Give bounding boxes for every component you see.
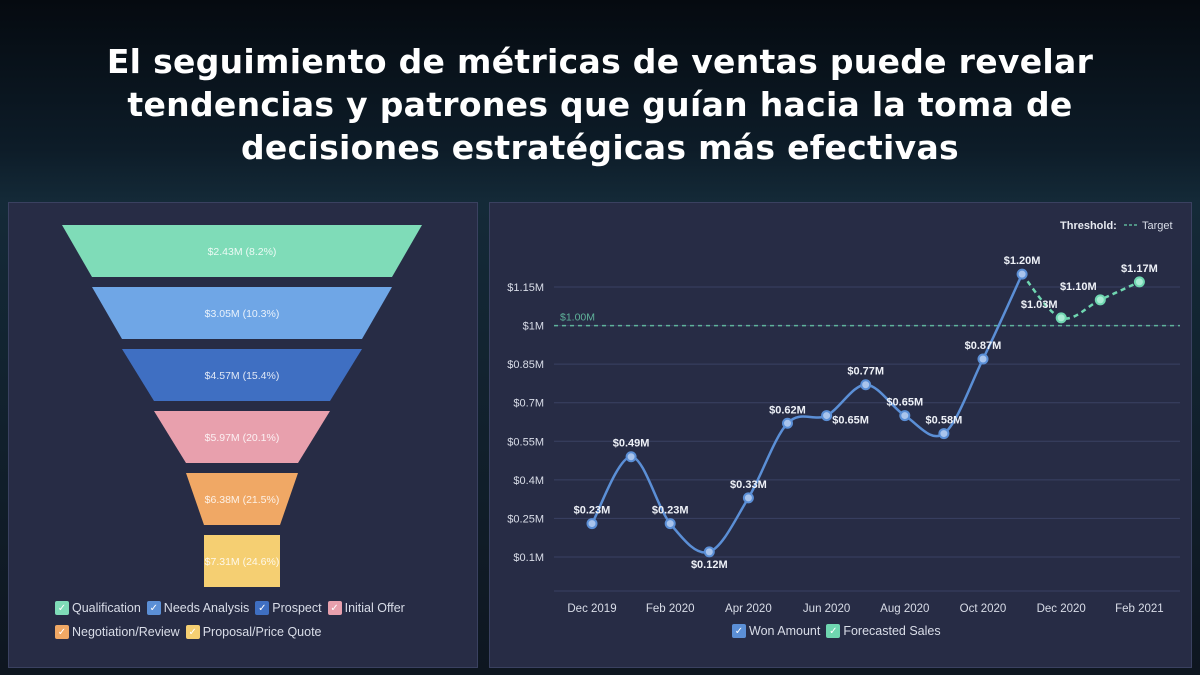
funnel-segment [92, 287, 392, 339]
data-label: $0.33M [730, 479, 767, 491]
y-tick-label: $0.1M [513, 552, 544, 564]
data-label: $1.17M [1121, 263, 1158, 275]
legend-item-prospect[interactable]: ✓ Prospect [255, 601, 322, 615]
threshold-label: $1.00M [560, 312, 595, 324]
legend-label: Negotiation/Review [72, 625, 180, 639]
y-tick-label: $0.85M [507, 359, 544, 371]
x-tick-label: Apr 2020 [725, 603, 772, 615]
check-icon: ✓ [185, 625, 200, 639]
forecast-point [1094, 294, 1106, 306]
forecast-point [1133, 276, 1145, 288]
won-amount-point [625, 451, 637, 463]
check-icon: ✓ [255, 601, 270, 615]
won-amount-point [899, 410, 911, 422]
data-label: $0.49M [613, 438, 650, 450]
line-chart: $0.1M $0.25M $0.4M $0.55M $0.7M $0.85M $1M $1.1… [507, 220, 1180, 615]
y-tick-label: $1.15M [507, 282, 544, 294]
check-icon: ✓ [327, 601, 342, 615]
legend-item-proposal[interactable]: ✓ Proposal/Price Quote [185, 625, 322, 639]
legend-label: Initial Offer [344, 601, 405, 615]
won-amount-line [590, 273, 1024, 554]
legend-label: Proposal/Price Quote [202, 625, 322, 639]
headline-text: El seguimiento de métricas de ventas pue… [106, 42, 1094, 167]
won-amount-point [1016, 268, 1028, 280]
legend-label: Prospect [272, 601, 322, 615]
funnel-segment-label: $4.57M (15.4%) [205, 370, 280, 382]
legend-label: Needs Analysis [163, 601, 250, 615]
y-tick-label: $0.4M [513, 475, 544, 487]
data-label: $0.77M [847, 366, 884, 378]
won-amount-point [977, 353, 989, 365]
won-amount-point [938, 428, 950, 440]
won-amount-point [664, 518, 676, 530]
legend-item-initial-offer[interactable]: ✓ Initial Offer [327, 601, 405, 615]
won-amount-point [821, 410, 833, 422]
line-legend: ✓ Won Amount ✓ Forecasted Sales [732, 624, 941, 638]
check-icon: ✓ [732, 624, 746, 638]
funnel-segment [62, 225, 422, 277]
forecast-point [1055, 312, 1067, 324]
data-label: $0.23M [652, 505, 689, 517]
legend-item-negotiation[interactable]: ✓ Negotiation/Review [55, 625, 180, 639]
funnel-segment-label: $5.97M (20.1%) [205, 432, 280, 444]
check-icon: ✓ [55, 601, 69, 615]
forecast-line [1021, 273, 1140, 320]
x-tick-label: Feb 2021 [1115, 603, 1164, 615]
y-tick-label: $0.55M [507, 436, 544, 448]
funnel-panel: $2.43M (8.2%) $3.05M (10.3%) $4.57M (15.4%… [8, 202, 478, 668]
legend-item-needs-analysis[interactable]: ✓ Needs Analysis [146, 601, 250, 615]
y-tick-label: $1M [523, 321, 544, 333]
y-tick-label: $0.25M [507, 513, 544, 525]
x-tick-label: Oct 2020 [960, 603, 1007, 615]
data-label: $0.58M [926, 415, 963, 427]
funnel-segment-label: $2.43M (8.2%) [208, 246, 277, 258]
won-amount-point [586, 518, 598, 530]
funnel-segment [154, 411, 330, 463]
won-amount-point [860, 379, 872, 391]
won-amount-point [742, 492, 754, 504]
data-label: $1.10M [1060, 281, 1097, 293]
funnel-segment [186, 473, 298, 525]
funnel-segment-label: $6.38M (21.5%) [205, 494, 280, 506]
legend-item-forecasted-sales[interactable]: ✓ Forecasted Sales [826, 624, 941, 638]
funnel-segment-label: $7.31M (24.6%) [205, 556, 280, 568]
check-icon: ✓ [826, 624, 841, 638]
legend-label: Qualification [72, 601, 141, 615]
funnel-legend-row-2: ✓ Negotiation/Review ✓ Proposal/Price Qu… [55, 625, 322, 639]
threshold-legend-title: Threshold: [1060, 220, 1117, 232]
line-chart-panel: $0.1M $0.25M $0.4M $0.55M $0.7M $0.85M $1M $1.1… [489, 202, 1192, 668]
legend-label: Won Amount [749, 624, 821, 638]
legend-item-qualification[interactable]: ✓ Qualification [55, 601, 141, 615]
data-label: $0.23M [574, 505, 611, 517]
x-tick-label: Dec 2020 [1037, 603, 1086, 615]
data-label: $0.12M [691, 559, 728, 571]
won-amount-point [703, 546, 715, 558]
data-label: $0.62M [769, 404, 806, 416]
legend-item-won-amount[interactable]: ✓ Won Amount [732, 624, 820, 638]
check-icon: ✓ [146, 601, 161, 615]
data-label: $0.87M [965, 340, 1002, 352]
funnel-segment-label: $3.05M (10.3%) [205, 308, 280, 320]
funnel-segment [204, 535, 280, 587]
data-label: $0.65M [886, 397, 923, 409]
x-tick-label: Dec 2019 [567, 603, 616, 615]
won-amount-point [782, 417, 793, 429]
y-tick-label: $0.7M [513, 398, 544, 410]
x-tick-label: Jun 2020 [803, 603, 850, 615]
data-label: $0.65M [832, 415, 869, 427]
funnel-chart: $2.43M (8.2%) $3.05M (10.3%) $4.57M (15.4%… [62, 225, 422, 587]
data-label: $1.20M [1004, 255, 1041, 267]
data-label: $1.03M [1021, 299, 1058, 311]
x-tick-label: Feb 2020 [646, 603, 695, 615]
check-icon: ✓ [55, 625, 69, 639]
legend-label: Forecasted Sales [843, 624, 941, 638]
x-tick-label: Aug 2020 [880, 603, 929, 615]
threshold-legend-label: Target [1142, 220, 1173, 232]
funnel-legend-row-1: ✓ Qualification ✓ Needs Analysis ✓ Prosp… [55, 601, 405, 615]
funnel-segment [122, 349, 362, 401]
